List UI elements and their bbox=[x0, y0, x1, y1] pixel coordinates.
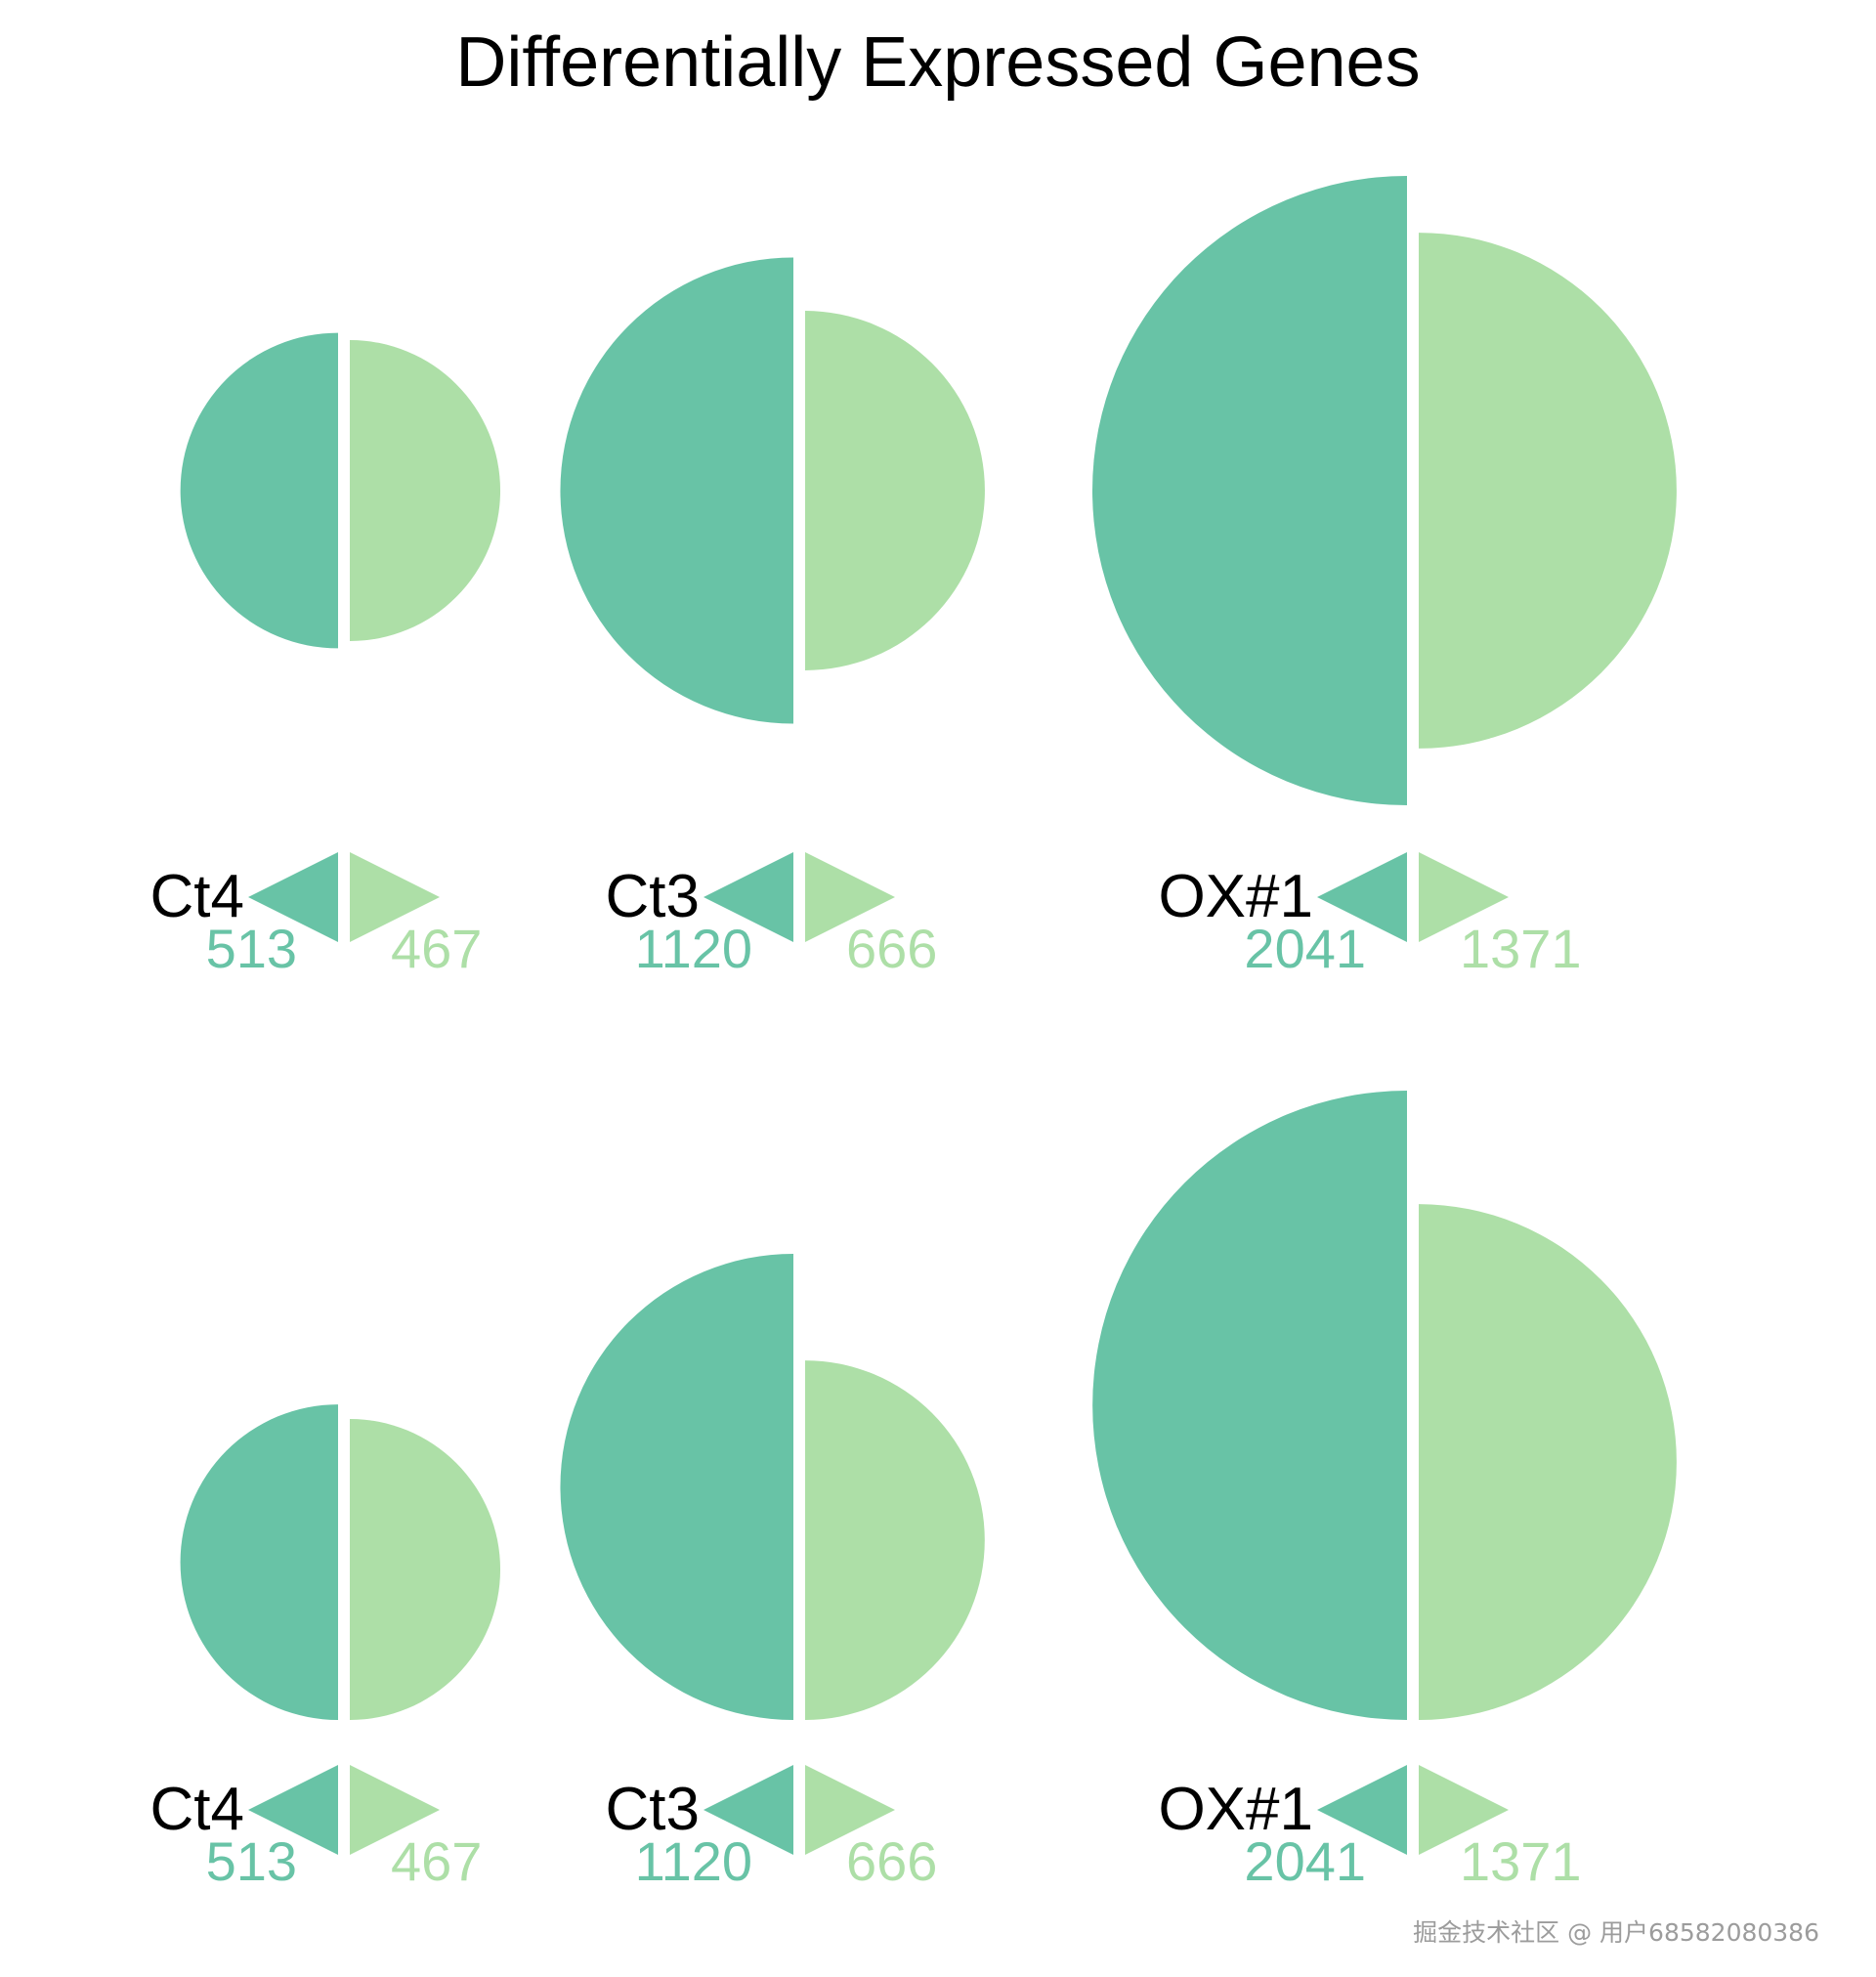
group-label: Ct4 bbox=[150, 863, 244, 930]
half-circle-up-ox1 bbox=[1092, 176, 1407, 805]
up-count-label: 513 bbox=[206, 918, 297, 979]
half-circle-up-ct4 bbox=[180, 332, 338, 649]
down-triangle-icon bbox=[805, 1765, 895, 1855]
up-triangle-icon bbox=[704, 1765, 793, 1855]
up-count-label: 1120 bbox=[635, 918, 752, 979]
down-count-label: 467 bbox=[391, 918, 482, 979]
down-count-label: 1371 bbox=[1460, 918, 1582, 979]
half-circle-down-ox1 bbox=[1419, 233, 1677, 749]
down-triangle-icon bbox=[350, 1765, 440, 1855]
up-count-label: 2041 bbox=[1244, 1830, 1366, 1892]
up-count-label: 2041 bbox=[1244, 918, 1366, 979]
up-triangle-icon bbox=[1317, 852, 1407, 942]
half-circle-down-ct3 bbox=[805, 311, 985, 670]
up-triangle-icon bbox=[248, 1765, 338, 1855]
up-count-label: 513 bbox=[206, 1830, 297, 1892]
group-label: OX#1 bbox=[1158, 863, 1313, 930]
half-circle-down-ct4 bbox=[350, 1418, 501, 1720]
half-circle-up-ct3 bbox=[560, 1253, 793, 1720]
group-label: Ct3 bbox=[606, 863, 700, 930]
down-triangle-icon bbox=[1419, 852, 1509, 942]
down-count-label: 666 bbox=[846, 1830, 937, 1892]
half-circle-up-ct4 bbox=[180, 1404, 338, 1720]
down-count-label: 666 bbox=[846, 918, 937, 979]
up-triangle-icon bbox=[1317, 1765, 1407, 1855]
down-count-label: 1371 bbox=[1460, 1830, 1582, 1892]
group-label: OX#1 bbox=[1158, 1776, 1313, 1843]
down-count-label: 467 bbox=[391, 1830, 482, 1892]
half-circle-down-ct4 bbox=[350, 339, 501, 642]
group-label: Ct3 bbox=[606, 1776, 700, 1843]
group-label: Ct4 bbox=[150, 1776, 244, 1843]
half-circle-down-ox1 bbox=[1419, 1204, 1677, 1720]
down-triangle-icon bbox=[1419, 1765, 1509, 1855]
down-triangle-icon bbox=[805, 852, 895, 942]
down-triangle-icon bbox=[350, 852, 440, 942]
chart-title: Differentially Expressed Genes bbox=[455, 23, 1420, 102]
up-triangle-icon bbox=[248, 852, 338, 942]
half-circle-up-ct3 bbox=[560, 257, 793, 724]
up-count-label: 1120 bbox=[635, 1830, 752, 1892]
half-circle-down-ct3 bbox=[805, 1360, 985, 1720]
watermark: 掘金技术社区 @ 用户68582080386 bbox=[1413, 1918, 1819, 1947]
half-circle-up-ox1 bbox=[1092, 1091, 1407, 1720]
up-triangle-icon bbox=[704, 852, 793, 942]
